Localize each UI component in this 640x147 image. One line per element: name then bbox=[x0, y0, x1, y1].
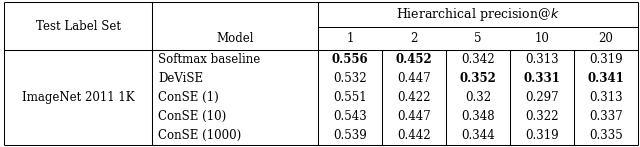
Text: 0.319: 0.319 bbox=[525, 129, 559, 142]
Text: 0.32: 0.32 bbox=[465, 91, 491, 104]
Text: Hierarchical precision@$k$: Hierarchical precision@$k$ bbox=[396, 6, 560, 23]
Text: 0.348: 0.348 bbox=[461, 110, 495, 123]
Text: 0.442: 0.442 bbox=[397, 129, 431, 142]
Text: 0.297: 0.297 bbox=[525, 91, 559, 104]
Text: ConSE (10): ConSE (10) bbox=[158, 110, 227, 123]
Text: ConSE (1): ConSE (1) bbox=[158, 91, 219, 104]
Text: 0.447: 0.447 bbox=[397, 72, 431, 85]
Text: 0.452: 0.452 bbox=[396, 53, 433, 66]
Text: 0.341: 0.341 bbox=[588, 72, 625, 85]
Text: 0.532: 0.532 bbox=[333, 72, 367, 85]
Text: 2: 2 bbox=[410, 32, 418, 45]
Text: 0.335: 0.335 bbox=[589, 129, 623, 142]
Text: Model: Model bbox=[216, 32, 253, 45]
Text: ConSE (1000): ConSE (1000) bbox=[158, 129, 241, 142]
Text: 0.352: 0.352 bbox=[460, 72, 497, 85]
Text: 0.344: 0.344 bbox=[461, 129, 495, 142]
Text: 0.342: 0.342 bbox=[461, 53, 495, 66]
Text: ImageNet 2011 1K: ImageNet 2011 1K bbox=[22, 91, 134, 104]
Text: 0.337: 0.337 bbox=[589, 110, 623, 123]
Text: Softmax baseline: Softmax baseline bbox=[158, 53, 260, 66]
Text: 0.313: 0.313 bbox=[589, 91, 623, 104]
Text: 5: 5 bbox=[474, 32, 482, 45]
Text: 10: 10 bbox=[534, 32, 549, 45]
Text: 0.313: 0.313 bbox=[525, 53, 559, 66]
Text: 0.447: 0.447 bbox=[397, 110, 431, 123]
Text: 0.322: 0.322 bbox=[525, 110, 559, 123]
Text: 0.543: 0.543 bbox=[333, 110, 367, 123]
Text: 1: 1 bbox=[346, 32, 354, 45]
Text: 0.319: 0.319 bbox=[589, 53, 623, 66]
Text: 20: 20 bbox=[598, 32, 613, 45]
Text: Test Label Set: Test Label Set bbox=[35, 20, 120, 32]
Text: 0.331: 0.331 bbox=[524, 72, 561, 85]
Text: 0.422: 0.422 bbox=[397, 91, 431, 104]
Text: DeViSE: DeViSE bbox=[158, 72, 203, 85]
Text: 0.539: 0.539 bbox=[333, 129, 367, 142]
Text: 0.551: 0.551 bbox=[333, 91, 367, 104]
Text: 0.556: 0.556 bbox=[332, 53, 368, 66]
